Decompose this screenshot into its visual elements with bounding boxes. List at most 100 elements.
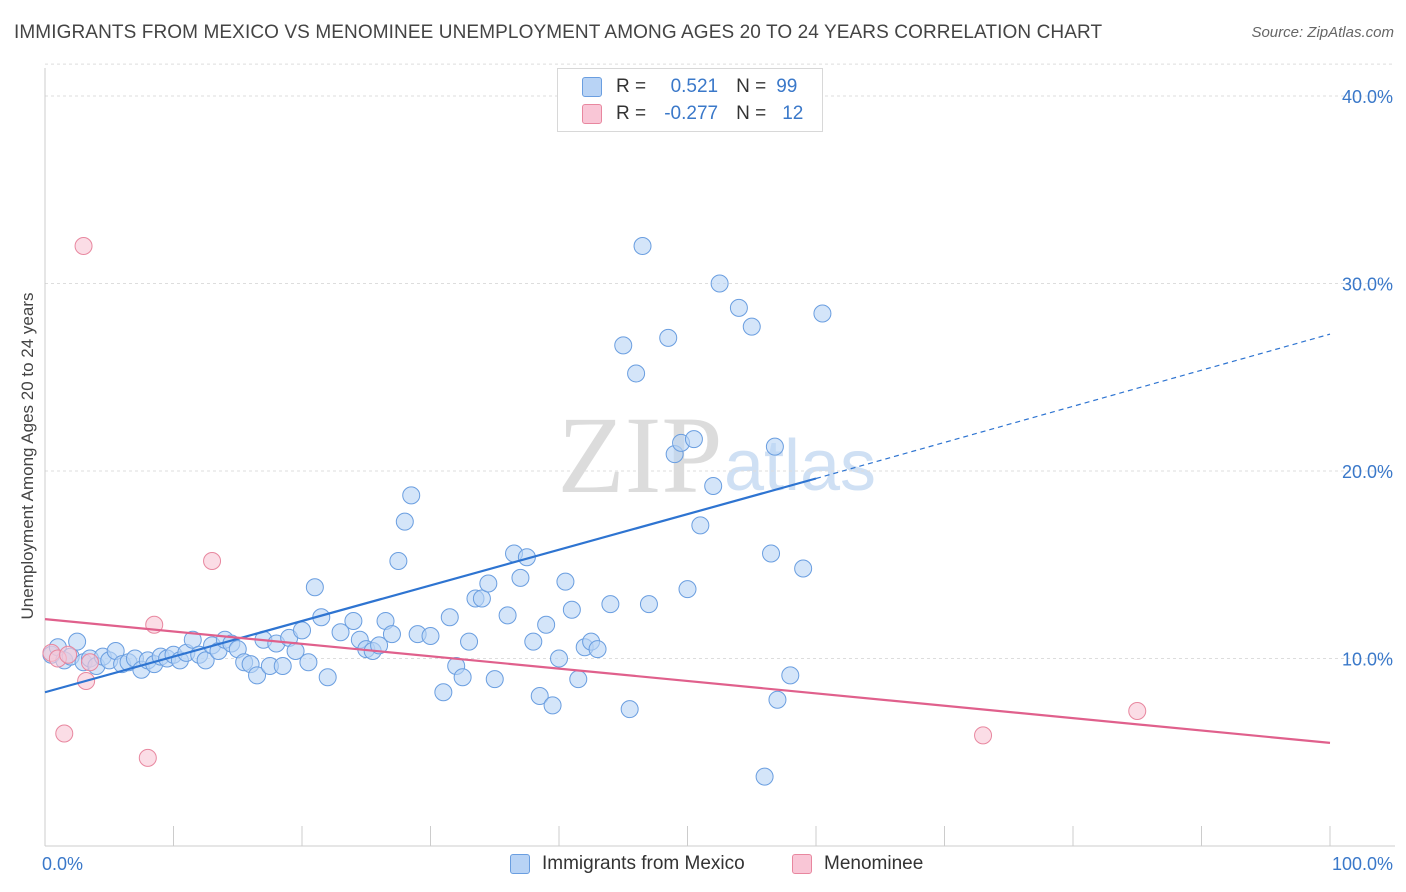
- blue-point-32: [248, 666, 267, 685]
- stats-legend: R = 0.521 N = 99 R = -0.277 N = 12: [557, 68, 823, 132]
- blue-point-66: [498, 606, 517, 625]
- legend-pink-n-value: 12: [782, 103, 804, 124]
- legend-pink-n-label: N =: [736, 103, 767, 124]
- blue-point-58: [440, 608, 459, 627]
- blue-point-63: [472, 589, 491, 608]
- blue-point-40: [299, 653, 318, 672]
- watermark-atlas: atlas: [724, 426, 876, 506]
- legend-blue-r-value: 0.521: [670, 76, 719, 97]
- blue-point-64: [479, 574, 498, 593]
- blue-point-57: [434, 683, 453, 702]
- blue-point-45: [344, 612, 363, 630]
- blue-point-80: [588, 640, 607, 659]
- x-tick-label-min: 0.0%: [42, 854, 83, 874]
- blue-point-53: [395, 512, 414, 531]
- blue-point-76: [562, 600, 581, 619]
- pink-point-7: [138, 748, 157, 767]
- blue-point-97: [755, 767, 774, 786]
- blue-point-74: [550, 649, 568, 668]
- y-tick-label-0: 10.0%: [1342, 650, 1393, 670]
- blue-point-4: [68, 632, 87, 651]
- blue-point-91: [684, 430, 703, 449]
- legend-blue-n-label: N =: [736, 76, 767, 97]
- blue-point-71: [530, 687, 549, 705]
- legend-blue-r-label: R =: [616, 76, 647, 97]
- chart-title: IMMIGRANTS FROM MEXICO VS MENOMINEE UNEM…: [14, 22, 1103, 43]
- bottom-legend-pink: Menominee: [792, 852, 923, 876]
- blue-point-86: [639, 595, 658, 614]
- y-tick-label-2: 30.0%: [1342, 275, 1393, 295]
- blue-point-44: [331, 623, 350, 642]
- blue-point-70: [524, 632, 543, 651]
- blue-point-41: [305, 578, 324, 597]
- blue-point-75: [556, 572, 575, 591]
- grid: [45, 63, 1395, 659]
- blue-point-24: [196, 651, 215, 670]
- axes: [44, 68, 1395, 847]
- blue-trend-line: [44, 477, 817, 694]
- blue-point-98: [762, 544, 781, 563]
- blue-point-72: [537, 615, 556, 634]
- blue-point-85: [633, 237, 652, 255]
- blue-point-60: [453, 668, 472, 687]
- blue-point-39: [293, 621, 311, 640]
- blue-point-90: [678, 580, 697, 599]
- y-tick-label-3: 40.0%: [1342, 87, 1393, 107]
- bottom-legend-blue-label: Immigrants from Mexico: [542, 853, 745, 874]
- bottom-legend-swatch-blue: [510, 854, 530, 874]
- blue-point-49: [370, 636, 389, 655]
- bottom-legend-pink-label: Menominee: [824, 853, 924, 874]
- blue-point-54: [402, 486, 421, 505]
- blue-point-87: [659, 328, 678, 347]
- blue-point-22: [183, 630, 202, 649]
- blue-point-81: [601, 595, 620, 614]
- pink-point-10: [974, 726, 993, 745]
- blue-point-84: [627, 364, 646, 383]
- y-tick-label-1: 20.0%: [1342, 462, 1393, 482]
- blue-point-36: [273, 657, 292, 675]
- blue-point-77: [569, 670, 588, 689]
- blue-point-103: [813, 304, 832, 323]
- blue-point-94: [710, 274, 729, 293]
- tick-labels: 10.0% 20.0% 30.0% 40.0% 0.0% 100.0%: [42, 87, 1393, 874]
- trend-lines: [44, 333, 1331, 744]
- legend-pink-r-value: -0.277: [664, 103, 719, 124]
- pink-point-4: [74, 237, 93, 255]
- legend-blue-n-value: 99: [776, 76, 798, 97]
- source-label: Source: ZipAtlas.com: [1251, 24, 1394, 41]
- legend-swatch-pink: [582, 104, 602, 124]
- legend-pink-r-label: R =: [616, 103, 647, 124]
- blue-point-56: [421, 627, 440, 645]
- blue-trend-extension: [815, 333, 1331, 480]
- blue-point-95: [729, 298, 748, 317]
- blue-point-73: [543, 696, 562, 715]
- blue-point-65: [485, 670, 504, 689]
- legend-row-blue: R = 0.521 N = 99: [582, 75, 797, 99]
- pink-point-2: [55, 724, 74, 743]
- blue-point-96: [742, 317, 761, 336]
- blue-point-83: [620, 700, 639, 719]
- bottom-legend-blue: Immigrants from Mexico: [510, 852, 745, 876]
- blue-point-93: [704, 477, 723, 495]
- x-tick-label-max: 100.0%: [1332, 854, 1393, 874]
- pink-trend-line: [44, 618, 1331, 744]
- blue-point-100: [768, 690, 787, 709]
- pink-point-3: [59, 645, 78, 664]
- blue-point-92: [691, 516, 710, 535]
- blue-point-52: [389, 552, 408, 570]
- legend-row-pink: R = -0.277 N = 12: [582, 102, 803, 126]
- blue-point-43: [318, 668, 337, 687]
- blue-point-99: [765, 437, 784, 456]
- pink-point-11: [1128, 702, 1147, 720]
- legend-swatch-blue: [582, 77, 602, 97]
- watermark-zip: ZIP: [558, 394, 723, 516]
- blue-point-51: [382, 625, 401, 644]
- blue-point-68: [511, 568, 530, 587]
- blue-point-101: [781, 666, 800, 685]
- blue-point-82: [614, 336, 633, 355]
- blue-point-102: [794, 559, 813, 578]
- bottom-legend-swatch-pink: [792, 854, 812, 874]
- pink-point-6: [80, 653, 99, 672]
- pink-point-9: [203, 552, 222, 570]
